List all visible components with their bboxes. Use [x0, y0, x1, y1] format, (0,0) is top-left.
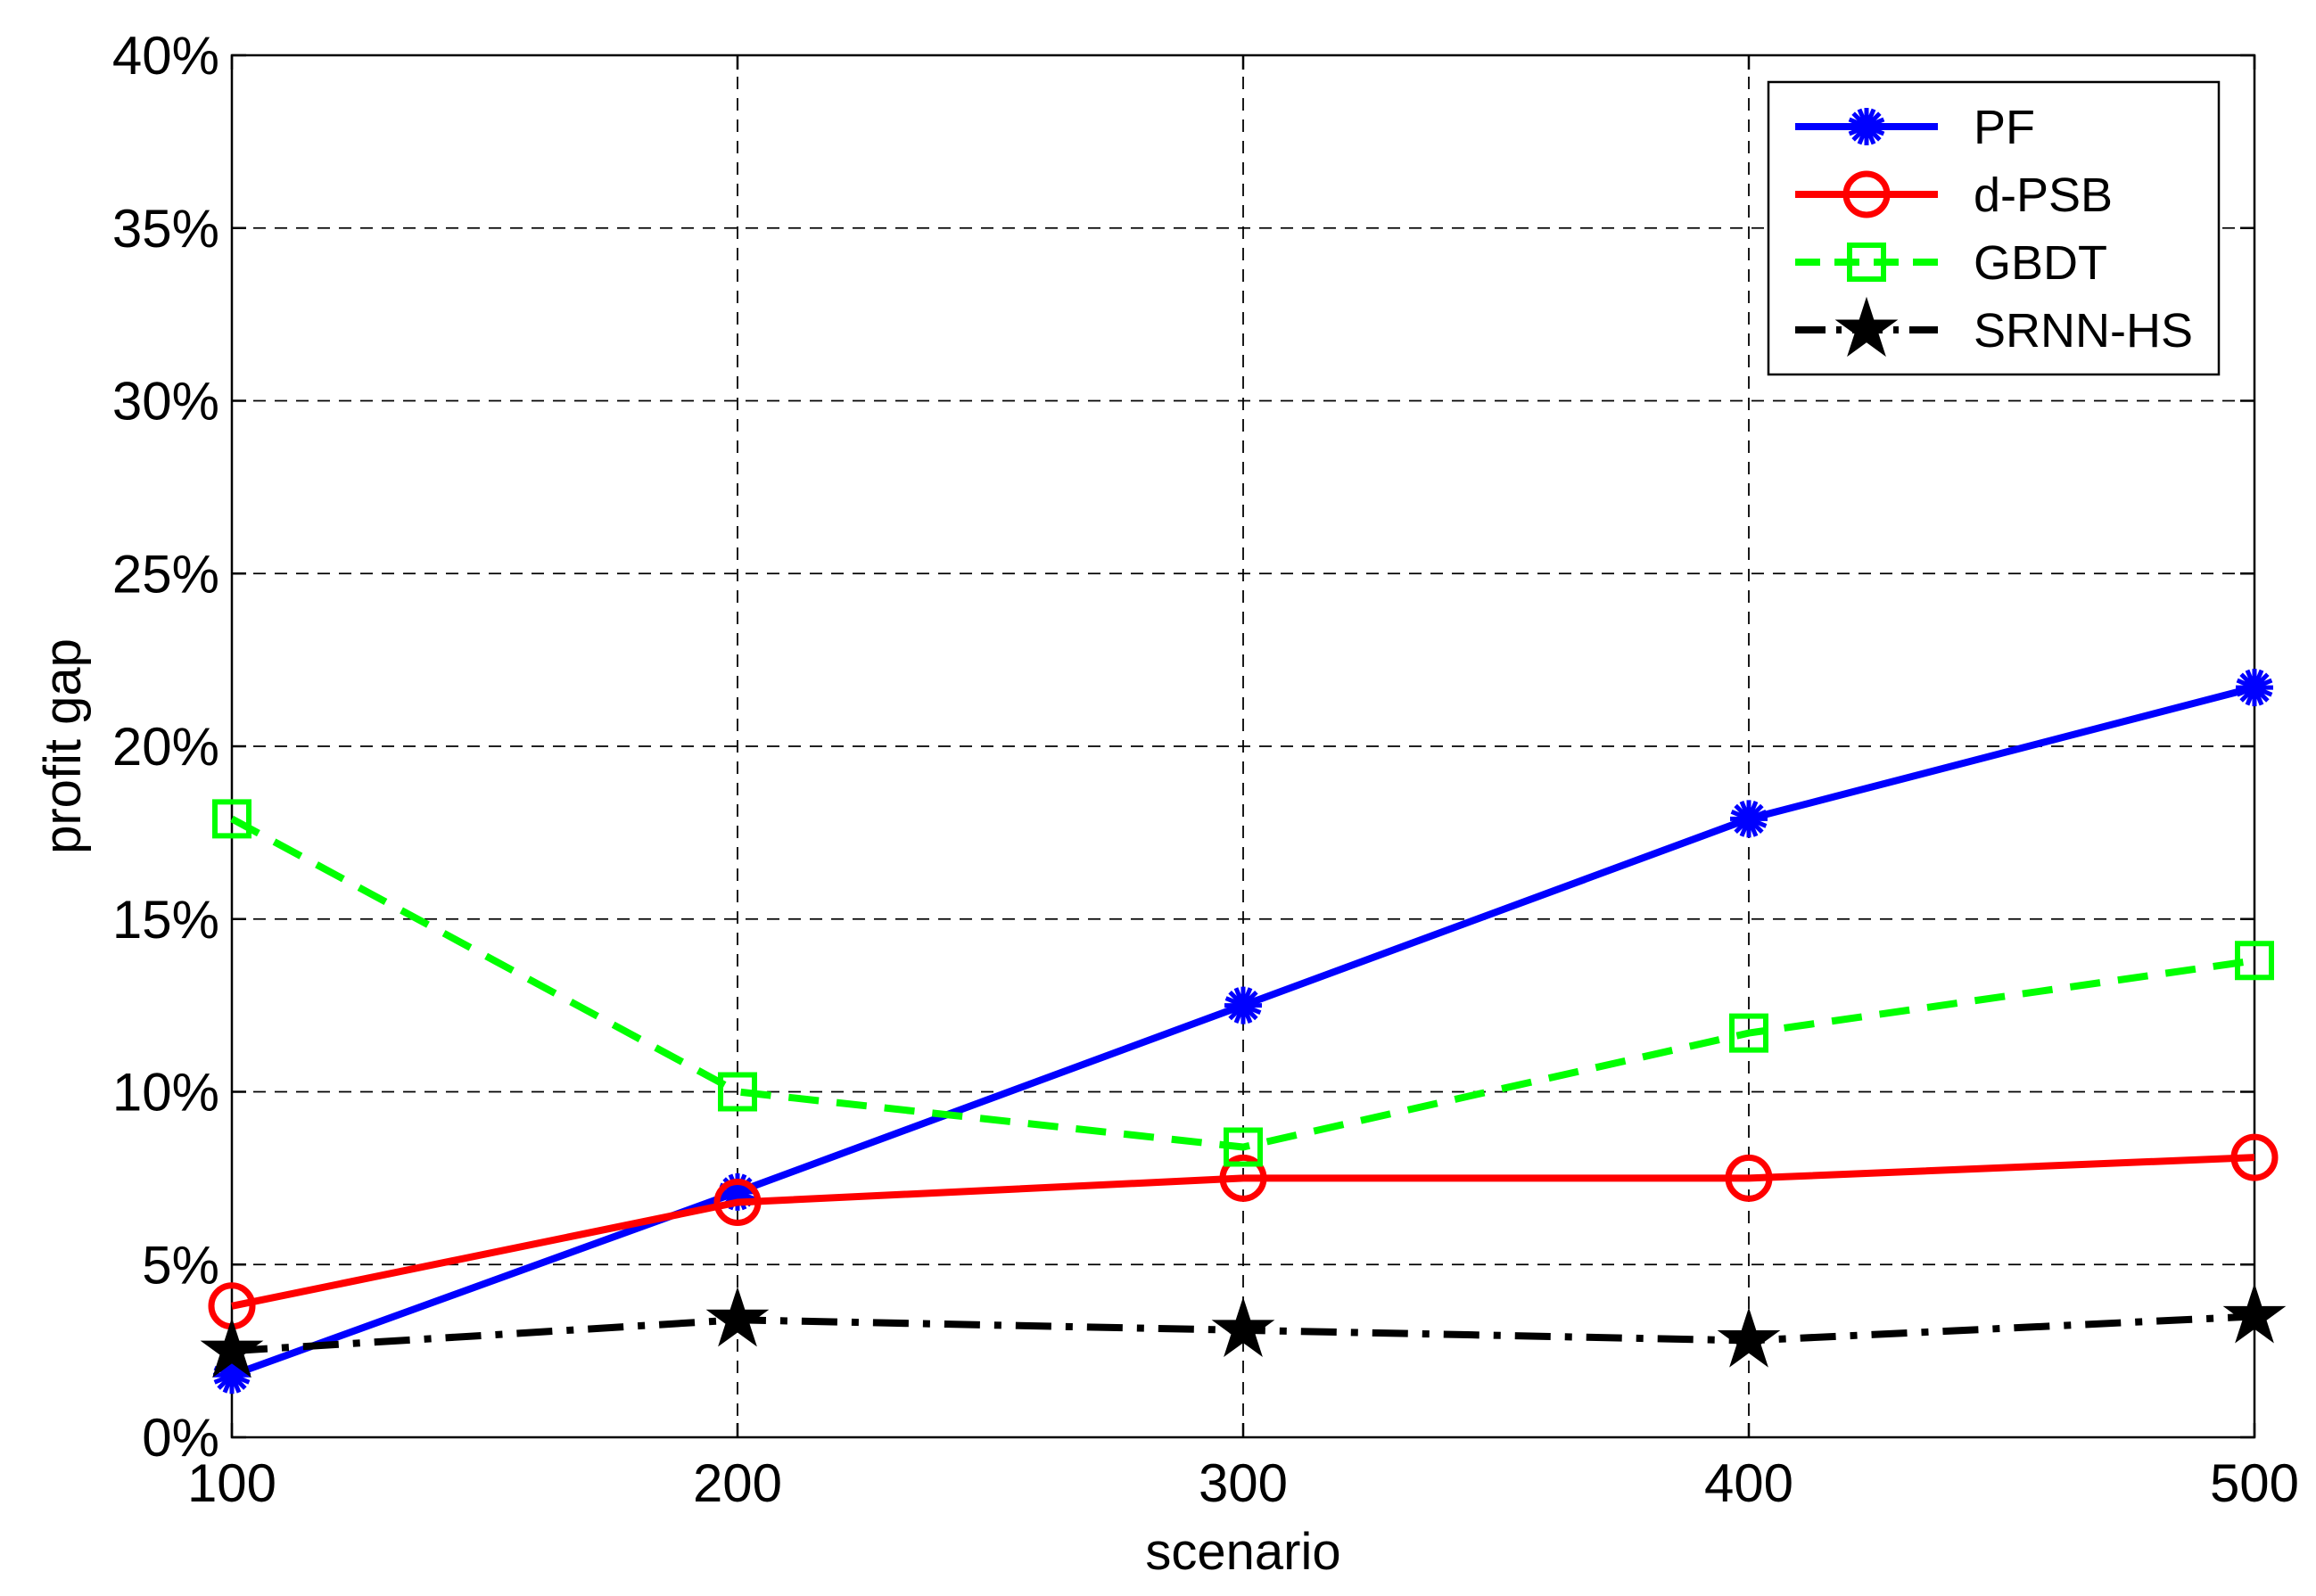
y-tick-label: 30%: [112, 372, 219, 432]
square-marker: [718, 1072, 757, 1112]
series-layer: [200, 669, 2287, 1394]
star-marker: [1211, 1296, 1275, 1358]
grid-lines: [232, 55, 2254, 1437]
y-tick-label: 10%: [112, 1063, 219, 1123]
legend-item: PF: [1795, 101, 2035, 154]
asterisk-marker: [1730, 800, 1768, 838]
series-srnn-hs: [200, 1283, 2287, 1378]
series-d-psb: [208, 1133, 2279, 1330]
circle-marker: [713, 1179, 762, 1226]
x-tick-label: 300: [1199, 1453, 1288, 1513]
series-gbdt: [212, 799, 2274, 1167]
circle-marker: [1725, 1154, 1773, 1202]
x-tick-label: 200: [693, 1453, 782, 1513]
axis-ticks: [230, 53, 2256, 1439]
circle-marker: [1219, 1154, 1267, 1202]
x-tick-label: 500: [2210, 1453, 2299, 1513]
circle-marker: [2230, 1133, 2279, 1181]
series-pf: [213, 669, 2273, 1394]
series-line: [231, 1154, 2255, 1310]
star-marker: [705, 1287, 770, 1347]
asterisk-marker: [2236, 669, 2273, 707]
x-tick-label: 400: [1704, 1453, 1793, 1513]
legend-square-marker: [1847, 243, 1886, 282]
x-axis-label: scenario: [1145, 1523, 1340, 1581]
star-marker: [2222, 1283, 2287, 1344]
legend: PF d-PSB GBDT SRNN-HS: [1767, 80, 2221, 376]
y-tick-label: 25%: [112, 544, 219, 604]
legend-item: d-PSB: [1795, 169, 2113, 222]
y-tick-label: 20%: [112, 717, 219, 777]
square-marker: [212, 799, 251, 839]
legend-label: SRNN-HS: [1974, 304, 2193, 358]
asterisk-marker: [1224, 986, 1262, 1024]
series-line: [230, 815, 2255, 1151]
square-marker: [1729, 1013, 1768, 1053]
y-tick-label: 15%: [112, 890, 219, 950]
legend-label: PF: [1974, 101, 2035, 154]
y-axis-label: profit gap: [34, 638, 92, 854]
legend-label: GBDT: [1974, 236, 2107, 290]
square-marker: [2235, 941, 2274, 981]
legend-asterisk-marker: [1848, 108, 1885, 145]
y-tick-label: 5%: [142, 1235, 219, 1295]
legend-item: SRNN-HS: [1795, 296, 2193, 358]
square-marker: [1224, 1127, 1263, 1167]
legend-circle-marker: [1842, 170, 1891, 218]
y-tick-label: 40%: [112, 26, 219, 86]
y-tick-label: 0%: [142, 1408, 219, 1468]
legend-item: GBDT: [1795, 236, 2107, 290]
legend-label: d-PSB: [1974, 169, 2113, 222]
y-tick-label: 35%: [112, 199, 219, 259]
star-marker: [200, 1317, 264, 1378]
y-axis-tick-labels: 0% 5% 10% 15% 20% 25% 30% 35% 40%: [112, 26, 219, 1468]
star-marker: [1717, 1307, 1781, 1368]
x-tick-label: 100: [187, 1453, 276, 1513]
x-axis-tick-labels: 100 200 300 400 500: [187, 1453, 2299, 1513]
legend-star-marker: [1834, 296, 1899, 358]
